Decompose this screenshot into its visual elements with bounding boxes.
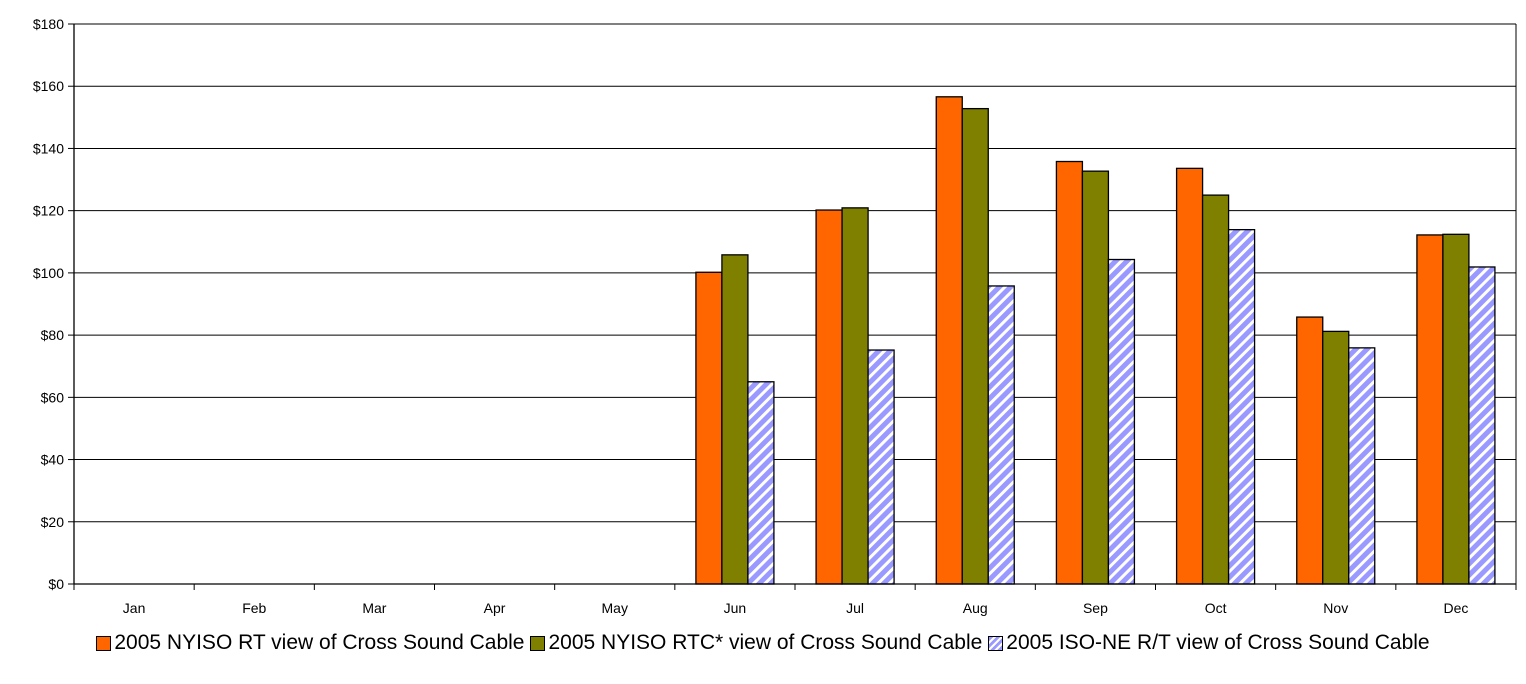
y-tick-label: $20 <box>41 514 65 530</box>
bar <box>1227 228 1256 585</box>
x-tick-label: Mar <box>362 600 386 616</box>
y-tick-label: $80 <box>41 327 65 343</box>
bar <box>1468 266 1496 585</box>
y-tick-label: $100 <box>33 265 64 281</box>
y-tick-label: $160 <box>33 78 64 94</box>
bar <box>1416 234 1444 585</box>
bar <box>1296 316 1324 585</box>
legend-label-isone-rt: 2005 ISO-NE R/T view of Cross Sound Cabl… <box>1006 631 1430 654</box>
x-tick-label: Jun <box>724 600 747 616</box>
x-tick-label: Nov <box>1323 600 1348 616</box>
bar <box>1322 330 1350 585</box>
bar <box>695 271 723 585</box>
bar <box>1175 167 1204 585</box>
x-tick-label: Jul <box>846 600 864 616</box>
legend-item-isone-rt: 2005 ISO-NE R/T view of Cross Sound Cabl… <box>988 631 1430 655</box>
legend-item-nyiso-rt: 2005 NYISO RT view of Cross Sound Cable <box>96 631 524 655</box>
legend-label-nyiso-rt: 2005 NYISO RT view of Cross Sound Cable <box>114 631 525 654</box>
bar <box>1348 347 1376 585</box>
bar <box>841 207 869 585</box>
y-tick-label: $0 <box>48 576 64 592</box>
x-tick-label: Apr <box>484 600 506 616</box>
legend-item-nyiso-rtc: 2005 NYISO RTC* view of Cross Sound Cabl… <box>530 631 982 655</box>
bar <box>1201 194 1230 585</box>
x-tick-label: Dec <box>1443 600 1468 616</box>
bar <box>1055 160 1084 585</box>
bar <box>1081 170 1110 585</box>
bar <box>815 209 843 585</box>
bar <box>1107 258 1136 585</box>
legend-swatch-isone-rt <box>988 635 1004 651</box>
tick-labels: $0 $20 $40 $60 $80 $100 $120 $140 $160 $180 Jan Feb… <box>33 16 1469 616</box>
bar <box>867 349 895 585</box>
x-tick-label: Sep <box>1083 600 1108 616</box>
y-tick-label: $60 <box>41 389 65 405</box>
x-tick-label: Aug <box>963 600 988 616</box>
bar <box>987 285 1015 585</box>
y-tick-label: $180 <box>33 16 64 32</box>
bar-chart: $0 $20 $40 $60 $80 $100 $120 $140 $160 $180 Jan Feb… <box>33 16 1517 616</box>
bars <box>695 96 1496 585</box>
bar <box>1442 233 1470 585</box>
legend: 2005 NYISO RT view of Cross Sound Cable … <box>0 629 1526 657</box>
y-tick-label: $140 <box>33 140 64 156</box>
y-tick-label: $40 <box>41 452 65 468</box>
x-tick-label: Feb <box>242 600 266 616</box>
bar <box>747 381 775 585</box>
axes <box>68 23 1517 590</box>
legend-swatch-nyiso-rtc <box>530 635 546 651</box>
bar <box>935 96 963 585</box>
legend-swatch-nyiso-rt <box>96 635 112 651</box>
legend-label-nyiso-rtc: 2005 NYISO RTC* view of Cross Sound Cabl… <box>548 631 983 654</box>
x-tick-label: May <box>602 600 628 616</box>
y-tick-label: $120 <box>33 203 64 219</box>
x-tick-label: Jan <box>123 600 146 616</box>
bar <box>961 107 989 585</box>
x-tick-label: Oct <box>1205 600 1227 616</box>
bar <box>721 254 749 585</box>
